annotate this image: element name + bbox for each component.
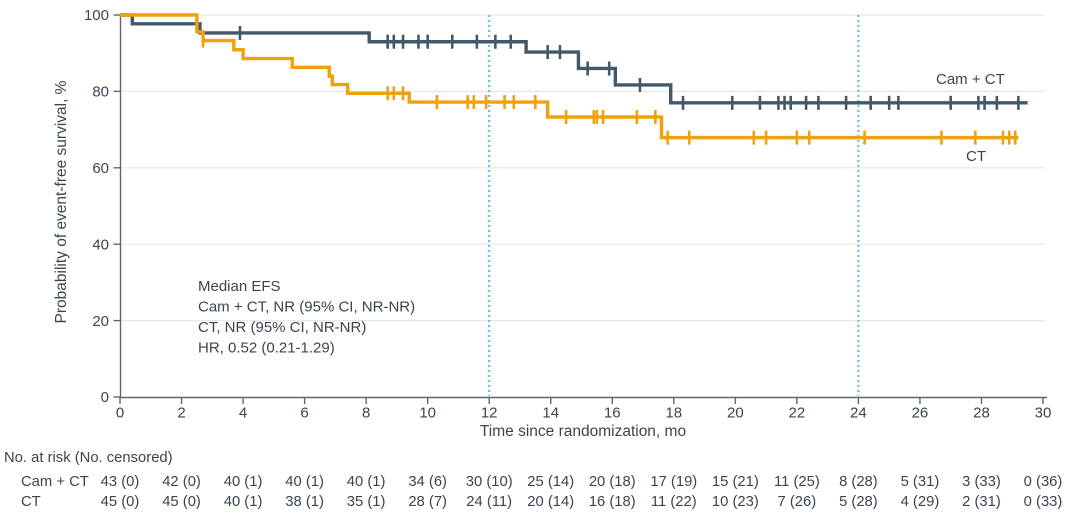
- annotation-median-efs: Median EFS: [198, 278, 281, 295]
- risk-row-label-cam-ct: Cam + CT: [21, 474, 89, 490]
- annotation-cam-ct: Cam + CT, NR (95% CI, NR-NR): [198, 299, 415, 316]
- y-tick-label: 80: [92, 84, 109, 101]
- x-tick-label: 14: [542, 405, 559, 422]
- risk-value: 42 (0): [162, 474, 201, 490]
- legend-ct-label: CT: [966, 148, 986, 165]
- y-axis-title: Probability of event-free survival, %: [53, 80, 70, 323]
- risk-value: 4 (29): [901, 494, 940, 510]
- y-tick-label: 40: [92, 236, 109, 253]
- x-tick-label: 6: [300, 405, 308, 422]
- risk-row-label-ct: CT: [21, 494, 41, 510]
- x-tick-label: 4: [239, 405, 247, 422]
- annotation-ct: CT, NR (95% CI, NR-NR): [198, 319, 366, 336]
- x-axis-title: Time since randomization, mo: [480, 423, 686, 440]
- risk-value: 34 (6): [408, 474, 447, 490]
- x-tick-label: 2: [177, 405, 185, 422]
- risk-value: 0 (33): [1024, 494, 1063, 510]
- risk-value: 8 (28): [839, 474, 878, 490]
- x-tick-label: 22: [789, 405, 806, 422]
- risk-value: 40 (1): [347, 474, 386, 490]
- risk-value: 38 (1): [285, 494, 324, 510]
- risk-value: 17 (19): [650, 474, 697, 490]
- risk-value: 28 (7): [408, 494, 447, 510]
- risk-value: 40 (1): [224, 474, 263, 490]
- curve-cam-ct: [120, 13, 1028, 105]
- risk-table-header: No. at risk (No. censored): [4, 450, 173, 466]
- x-tick-label: 26: [912, 405, 929, 422]
- x-tick-label: 24: [850, 405, 867, 422]
- risk-value: 20 (18): [589, 474, 636, 490]
- x-tick-label: 18: [665, 405, 682, 422]
- x-tick-label: 16: [604, 405, 621, 422]
- risk-value: 15 (21): [712, 474, 759, 490]
- risk-value: 45 (0): [101, 494, 140, 510]
- risk-value: 11 (25): [774, 474, 820, 490]
- x-tick-label: 12: [481, 405, 498, 422]
- x-tick-label: 28: [973, 405, 990, 422]
- risk-value: 3 (33): [962, 474, 1001, 490]
- risk-value: 2 (31): [962, 494, 1001, 510]
- x-tick-label: 10: [419, 405, 436, 422]
- risk-value: 43 (0): [101, 474, 140, 490]
- y-tick-label: 60: [92, 160, 109, 177]
- annotation-hr: HR, 0.52 (0.21-1.29): [198, 340, 335, 357]
- risk-value: 35 (1): [347, 494, 386, 510]
- risk-value: 0 (36): [1024, 474, 1063, 490]
- y-tick-label: 100: [84, 7, 109, 24]
- risk-value: 11 (22): [651, 494, 697, 510]
- risk-value: 30 (10): [466, 474, 513, 490]
- risk-value: 24 (11): [466, 494, 512, 510]
- risk-value: 7 (26): [778, 494, 817, 510]
- risk-value: 16 (18): [589, 494, 636, 510]
- x-tick-label: 20: [727, 405, 744, 422]
- risk-value: 5 (31): [901, 474, 940, 490]
- y-tick-label: 20: [92, 313, 109, 330]
- risk-value: 10 (23): [712, 494, 759, 510]
- risk-value: 45 (0): [162, 494, 201, 510]
- x-tick-label: 0: [116, 405, 124, 422]
- y-tick-label: 0: [101, 389, 109, 406]
- risk-value: 5 (28): [839, 494, 878, 510]
- legend-cam-ct-label: Cam + CT: [936, 71, 1005, 88]
- risk-value: 25 (14): [527, 474, 574, 490]
- risk-value: 40 (1): [224, 494, 263, 510]
- x-tick-label: 8: [362, 405, 370, 422]
- risk-value: 40 (1): [285, 474, 324, 490]
- x-tick-label: 30: [1035, 405, 1052, 422]
- risk-value: 20 (14): [527, 494, 574, 510]
